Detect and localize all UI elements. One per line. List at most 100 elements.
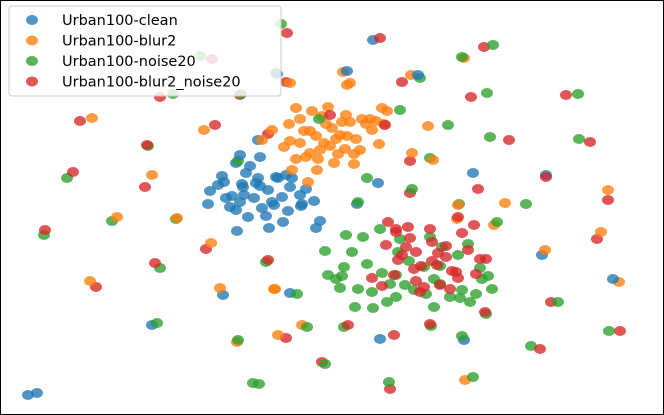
point-urban100-clean — [266, 197, 278, 207]
point-urban100-blur2 — [330, 134, 342, 144]
point-urban100-noise20 — [361, 259, 373, 269]
point-urban100-noise20 — [346, 247, 358, 257]
point-urban100-noise20 — [322, 270, 334, 280]
point-urban100-blur2 — [348, 149, 360, 159]
point-urban100-blur2 — [306, 106, 318, 116]
point-urban100-blur2-noise20 — [434, 280, 446, 290]
point-urban100-noise20 — [520, 199, 532, 209]
point-urban100-blur2 — [146, 170, 158, 180]
point-urban100-blur2 — [86, 113, 98, 123]
point-urban100-blur2 — [294, 114, 306, 124]
point-urban100-noise20 — [399, 280, 411, 290]
point-urban100-clean — [256, 203, 268, 213]
point-urban100-blur2-noise20 — [139, 182, 151, 192]
point-urban100-clean — [238, 190, 250, 200]
point-urban100-clean — [296, 199, 308, 209]
legend-marker — [26, 56, 38, 66]
point-urban100-clean — [262, 185, 274, 195]
point-urban100-blur2-noise20 — [388, 270, 400, 280]
point-urban100-clean — [341, 66, 353, 76]
point-urban100-blur2-noise20 — [480, 254, 492, 264]
point-urban100-blur2 — [278, 142, 290, 152]
point-urban100-noise20 — [319, 359, 331, 369]
point-urban100-clean — [607, 274, 619, 284]
point-urban100-noise20 — [313, 114, 325, 124]
point-urban100-blur2-noise20 — [396, 250, 408, 260]
point-urban100-clean — [260, 211, 272, 221]
point-urban100-blur2-noise20 — [400, 242, 412, 252]
point-urban100-noise20 — [357, 232, 369, 242]
point-urban100-blur2-noise20 — [470, 269, 482, 279]
point-urban100-noise20 — [487, 40, 499, 50]
point-urban100-blur2 — [427, 155, 439, 165]
point-urban100-blur2 — [214, 283, 226, 293]
point-urban100-noise20 — [338, 262, 350, 272]
point-urban100-blur2 — [294, 138, 306, 148]
point-urban100-blur2 — [111, 212, 123, 222]
point-urban100-clean — [310, 223, 322, 233]
point-urban100-noise20 — [367, 303, 379, 313]
point-urban100-noise20 — [467, 372, 479, 382]
point-urban100-blur2-noise20 — [396, 77, 408, 87]
point-urban100-noise20 — [361, 173, 373, 183]
point-urban100-noise20 — [481, 88, 493, 98]
point-urban100-noise20 — [486, 284, 498, 294]
point-urban100-blur2-noise20 — [560, 90, 572, 100]
point-urban100-blur2 — [348, 159, 360, 169]
point-urban100-blur2-noise20 — [444, 284, 456, 294]
point-urban100-blur2-noise20 — [149, 258, 161, 268]
point-urban100-clean — [412, 70, 424, 80]
legend-label: Urban100-clean — [62, 13, 178, 29]
point-urban100-clean — [226, 191, 238, 201]
point-urban100-blur2-noise20 — [468, 220, 480, 230]
point-urban100-noise20 — [406, 184, 418, 194]
point-urban100-noise20 — [151, 318, 163, 328]
point-urban100-clean — [244, 161, 256, 171]
point-urban100-noise20 — [291, 289, 303, 299]
legend-label: Urban100-blur2 — [62, 34, 176, 50]
point-urban100-blur2 — [312, 154, 324, 164]
point-urban100-clean — [250, 178, 262, 188]
point-urban100-noise20 — [374, 224, 386, 234]
point-urban100-blur2-noise20 — [540, 172, 552, 182]
point-urban100-blur2 — [84, 276, 96, 286]
point-urban100-blur2 — [350, 134, 362, 144]
point-urban100-blur2-noise20 — [534, 344, 546, 354]
point-urban100-blur2-noise20 — [440, 241, 452, 251]
point-urban100-blur2 — [205, 238, 217, 248]
point-urban100-blur2-noise20 — [382, 217, 394, 227]
point-urban100-clean — [374, 334, 386, 344]
point-urban100-clean — [276, 192, 288, 202]
point-urban100-clean — [31, 388, 43, 398]
point-urban100-noise20 — [456, 285, 468, 295]
legend-marker — [26, 15, 38, 25]
point-urban100-noise20 — [301, 322, 313, 332]
point-urban100-blur2-noise20 — [209, 120, 221, 130]
point-urban100-noise20 — [470, 289, 482, 299]
point-urban100-blur2-noise20 — [74, 116, 86, 126]
point-urban100-noise20 — [444, 292, 456, 302]
point-urban100-noise20 — [340, 230, 352, 240]
point-urban100-noise20 — [253, 379, 265, 389]
point-urban100-blur2-noise20 — [281, 28, 293, 38]
point-urban100-blur2 — [284, 78, 296, 88]
point-urban100-blur2-noise20 — [262, 255, 274, 265]
point-urban100-blur2-noise20 — [503, 135, 515, 145]
point-urban100-blur2-noise20 — [374, 33, 386, 43]
point-urban100-noise20 — [525, 341, 537, 351]
point-urban100-noise20 — [334, 283, 346, 293]
point-urban100-clean — [263, 223, 275, 233]
point-urban100-blur2-noise20 — [432, 248, 444, 258]
point-urban100-noise20 — [383, 377, 395, 387]
point-urban100-noise20 — [603, 326, 615, 336]
point-urban100-blur2 — [283, 119, 295, 129]
point-urban100-clean — [282, 206, 294, 216]
point-urban100-blur2-noise20 — [380, 240, 392, 250]
point-urban100-blur2-noise20 — [404, 156, 416, 166]
point-urban100-clean — [308, 196, 320, 206]
point-urban100-blur2 — [290, 154, 302, 164]
point-urban100-blur2-noise20 — [408, 264, 420, 274]
point-urban100-blur2 — [256, 135, 268, 145]
point-urban100-blur2-noise20 — [465, 92, 477, 102]
